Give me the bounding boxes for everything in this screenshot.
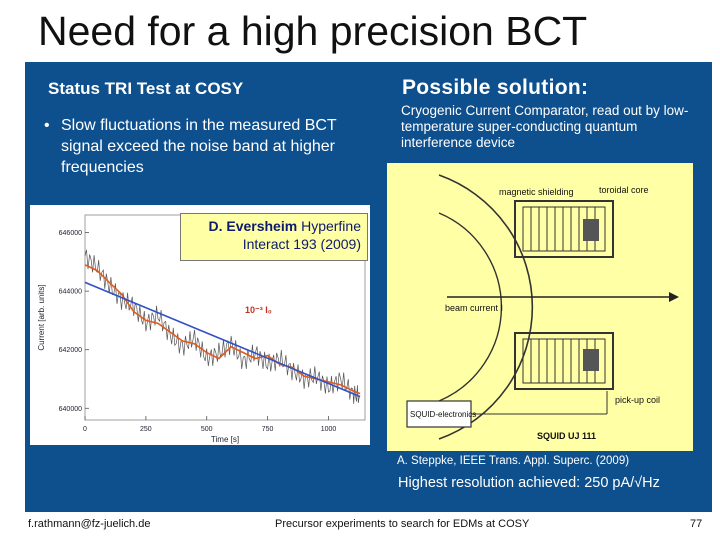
lower-core: [583, 349, 599, 371]
x-axis-label: Time [s]: [211, 435, 239, 444]
lower-coil-housing: [514, 332, 614, 390]
squid-box: [406, 400, 472, 428]
lower-coil-inner: [522, 338, 606, 384]
citation-author: D. Eversheim: [208, 218, 298, 234]
label-squid-uj: SQUID UJ 111: [537, 431, 596, 441]
slide-title: Need for a high precision BCT: [38, 8, 588, 54]
x-tick-label: 250: [140, 426, 152, 433]
y-axis-label: Current [arb. units]: [37, 284, 46, 350]
graph-annotation: 10⁻³ I₀: [245, 305, 272, 315]
bullet-item: • Slow fluctuations in the measured BCT …: [44, 115, 374, 178]
ccc-diagram-box: magnetic shielding toroidal core beam cu…: [387, 163, 693, 451]
y-tick-label: 646000: [59, 230, 82, 237]
beam-arrowhead: [669, 292, 679, 302]
citation-detail: Hyperfine Interact 193 (2009): [242, 218, 361, 252]
citation-box: D. Eversheim Hyperfine Interact 193 (200…: [180, 213, 368, 261]
bullet-symbol: •: [44, 117, 50, 134]
y-tick-label: 642000: [59, 347, 82, 354]
label-magnetic-shielding: magnetic shielding: [499, 187, 574, 197]
label-pickup-coil: pick-up coil: [615, 395, 660, 405]
shield-inner: [438, 212, 503, 402]
lower-coil-windings: [530, 339, 596, 383]
page-number: 77: [690, 518, 703, 530]
y-tick-label: 640000: [59, 406, 82, 413]
label-toroidal-core: toroidal core: [599, 185, 649, 195]
series-linear-fit: [84, 281, 361, 398]
x-tick-label: 750: [262, 426, 274, 433]
chart-series: [84, 249, 361, 404]
label-squid-electronics: SQUID-electronics: [410, 410, 476, 419]
footer-title: Precursor experiments to search for EDMs…: [275, 518, 530, 530]
chart-ticks: 0 250 500 750 1000 640000 642000 644000 646000: [59, 230, 337, 433]
upper-coil-housing: [514, 200, 614, 258]
footer-email[interactable]: f.rathmann@fz-juelich.de: [28, 518, 151, 530]
left-heading: Status TRI Test at COSY: [48, 79, 244, 98]
label-beam-current: beam current I: [445, 303, 503, 313]
upper-coil-inner: [522, 206, 606, 252]
ccc-diagram: magnetic shielding toroidal core beam cu…: [406, 174, 679, 441]
bct-chart: 0 250 500 750 1000 640000 642000 644000 646000 T…: [37, 214, 366, 444]
solution-description: Cryogenic Current Comparator, read out b…: [401, 103, 689, 150]
reference-text: A. Steppke, IEEE Trans. Appl. Superc. (2…: [397, 455, 630, 467]
x-tick-label: 500: [201, 426, 213, 433]
bullet-text: Slow fluctuations in the measured BCT si…: [61, 117, 337, 176]
upper-core: [583, 219, 599, 241]
x-tick-label: 1000: [321, 426, 337, 433]
y-tick-label: 644000: [59, 289, 82, 296]
series-measured: [84, 249, 360, 404]
result-text: Highest resolution achieved: 250 pA/√Hz: [398, 475, 660, 491]
right-heading: Possible solution:: [402, 76, 589, 99]
x-tick-label: 0: [83, 426, 87, 433]
